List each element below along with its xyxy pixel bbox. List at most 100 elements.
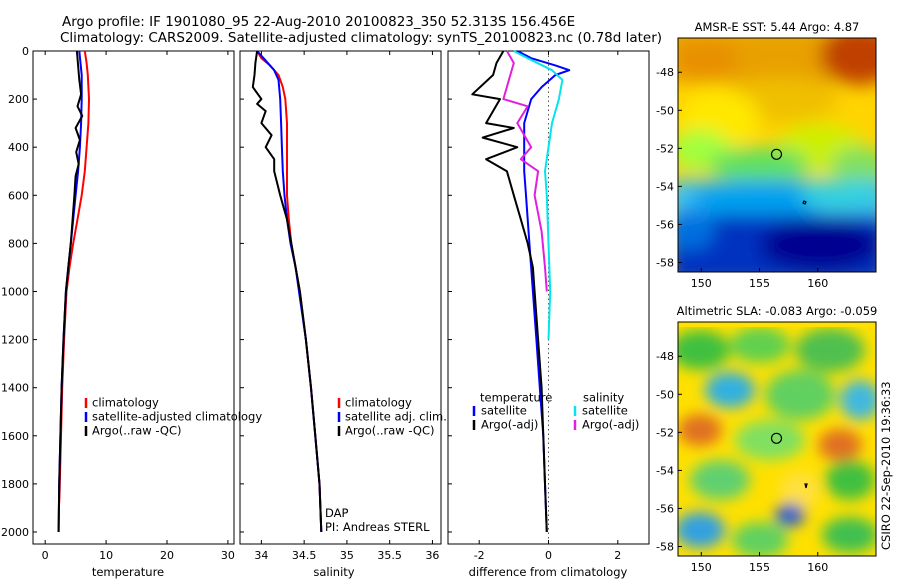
lat-tick-label-4: -56 xyxy=(656,218,674,231)
sst-map-feature xyxy=(802,200,807,205)
sst-map-frame xyxy=(677,37,877,273)
lon-tick-label-1: 155 xyxy=(749,277,770,290)
y-tick-label-4: 800 xyxy=(8,237,29,250)
temperature-ticks: 0 10 20 30 xyxy=(42,51,235,562)
legend-temp-satellite: satellite xyxy=(481,404,527,418)
sla-map-panel: Altimetric SLA: -0.083 Argo: -0.059 xyxy=(656,304,878,574)
pi-annotation: PI: Andreas STERL xyxy=(325,520,430,534)
series-line-2 xyxy=(513,50,564,340)
lon-tick-label-0: 150 xyxy=(691,561,712,574)
lat-tick-label-5: -58 xyxy=(656,256,674,269)
lon-tick-label-2: 160 xyxy=(807,561,828,574)
y-tick-label-10: 2000 xyxy=(1,526,29,539)
sst-lon-ticks: 150 155 160 xyxy=(691,268,828,290)
lat-tick-label-3: -54 xyxy=(656,464,674,477)
salinity-legend: climatology satellite adj. clim. Argo(..… xyxy=(337,396,447,438)
salinity-series xyxy=(251,50,323,533)
sla-map-title: Altimetric SLA: -0.083 Argo: -0.059 xyxy=(677,304,878,318)
x-tick-label-0: 34 xyxy=(254,549,268,562)
credit-timestamp: CSIRO 22-Sep-2010 19:36:33 xyxy=(879,381,893,550)
series-line-2 xyxy=(251,50,323,533)
legend-sal-satellite: satellite xyxy=(582,404,628,418)
salinity-ticks: 34 34.5 35 35.5 36 xyxy=(240,50,439,562)
lat-tick-label-5: -58 xyxy=(656,540,674,553)
difference-xlabel: difference from climatology xyxy=(469,565,628,579)
lat-tick-label-1: -50 xyxy=(656,104,674,117)
y-tick-label-2: 400 xyxy=(8,141,29,154)
lat-tick-label-0: -48 xyxy=(656,350,674,363)
y-tick-label-6: 1200 xyxy=(1,334,29,347)
legend-temperature-title: temperature xyxy=(480,391,552,405)
salinity-axes-frame xyxy=(239,50,442,545)
series-line-1 xyxy=(256,50,323,533)
y-tick-label-7: 1400 xyxy=(1,382,29,395)
legend-salinity-title: salinity xyxy=(583,391,624,405)
series-line-0 xyxy=(58,50,90,504)
legend-satellite-adj-clim: satellite adj. clim. xyxy=(345,410,447,424)
lon-tick-label-1: 155 xyxy=(749,561,770,574)
lon-tick-label-0: 150 xyxy=(691,277,712,290)
x-tick-label-1: 0 xyxy=(545,549,552,562)
x-tick-label-2: 20 xyxy=(160,549,174,562)
dac-annotation: DAP xyxy=(325,506,349,520)
y-tick-label-1: 200 xyxy=(8,93,29,106)
sst-map-title: AMSR-E SST: 5.44 Argo: 4.87 xyxy=(695,20,860,34)
legend-climatology: climatology xyxy=(92,396,159,410)
difference-panel: -2 0 2 difference from climatology tempera… xyxy=(447,50,650,579)
lat-tick-label-3: -54 xyxy=(656,180,674,193)
series-line-0 xyxy=(256,50,323,533)
y-tick-label-5: 1000 xyxy=(1,285,29,298)
legend-argo: Argo(..raw -QC) xyxy=(92,424,182,438)
profile-location-marker xyxy=(770,148,783,160)
difference-legend: temperature satellite Argo(-adj) salinit… xyxy=(472,391,639,432)
lat-tick-label-0: -48 xyxy=(656,66,674,79)
sst-lat-ticks: -48 -50 -52 -54 -56 -58 xyxy=(656,66,682,269)
x-tick-label-2: 2 xyxy=(614,549,621,562)
salinity-panel: 34 34.5 35 35.5 36 salinity climatology sate… xyxy=(239,50,447,579)
sla-heatmap xyxy=(678,322,876,556)
y-tick-label-0: 0 xyxy=(22,45,29,58)
y-tick-label-8: 1600 xyxy=(1,430,29,443)
sla-lat-ticks: -48 -50 -52 -54 -56 -58 xyxy=(656,350,682,553)
lon-tick-label-2: 160 xyxy=(807,277,828,290)
sla-lon-ticks: 150 155 160 xyxy=(691,552,828,574)
y-tick-label-3: 600 xyxy=(8,189,29,202)
temperature-legend: climatology satellite-adjusted climatolo… xyxy=(84,396,262,438)
series-line-2 xyxy=(57,50,84,533)
difference-ticks: -2 0 2 xyxy=(448,50,621,562)
x-tick-label-0: 0 xyxy=(42,549,49,562)
legend-climatology: climatology xyxy=(345,396,412,410)
temperature-axes-frame xyxy=(32,50,235,545)
y-tick-label-9: 1800 xyxy=(1,478,29,491)
profile-location-marker xyxy=(770,432,783,444)
lat-tick-label-2: -52 xyxy=(656,426,674,439)
sla-map-feature xyxy=(804,483,808,489)
figure-title-line2: Climatology: CARS2009. Satellite-adjuste… xyxy=(60,30,662,46)
temperature-panel: 0 200 400 600 800 1000 1200 1400 1600 1800 2000 0 1… xyxy=(1,45,262,579)
temperature-xlabel: temperature xyxy=(92,565,164,579)
legend-satellite-adjusted: satellite-adjusted climatology xyxy=(92,410,262,424)
lat-tick-label-4: -56 xyxy=(656,502,674,515)
figure-title-line1: Argo profile: IF 1901080_95 22-Aug-2010 … xyxy=(62,14,575,30)
series-line-3 xyxy=(502,50,548,292)
difference-series xyxy=(471,50,571,533)
salinity-xlabel: salinity xyxy=(313,565,354,579)
x-tick-label-1: 10 xyxy=(99,549,113,562)
lat-tick-label-2: -52 xyxy=(656,142,674,155)
lat-tick-label-1: -50 xyxy=(656,388,674,401)
x-tick-label-2: 35 xyxy=(340,549,354,562)
legend-temp-argo: Argo(-adj) xyxy=(481,418,538,432)
series-line-0 xyxy=(516,50,571,533)
series-line-1 xyxy=(471,50,548,533)
legend-sal-argo: Argo(-adj) xyxy=(582,418,639,432)
temperature-series xyxy=(57,50,90,533)
legend-argo: Argo(..raw -QC) xyxy=(345,424,435,438)
x-tick-label-0: -2 xyxy=(474,549,485,562)
sst-heatmap xyxy=(678,38,876,272)
depth-ticks: 0 200 400 600 800 1000 1200 1400 1600 1800 2000 xyxy=(1,45,37,539)
x-tick-label-1: 34.5 xyxy=(292,549,317,562)
x-tick-label-3: 35.5 xyxy=(377,549,402,562)
sst-map-panel: AMSR-E SST: 5.44 Argo: 4.87 xyxy=(656,20,877,290)
sla-map-frame xyxy=(677,321,877,557)
